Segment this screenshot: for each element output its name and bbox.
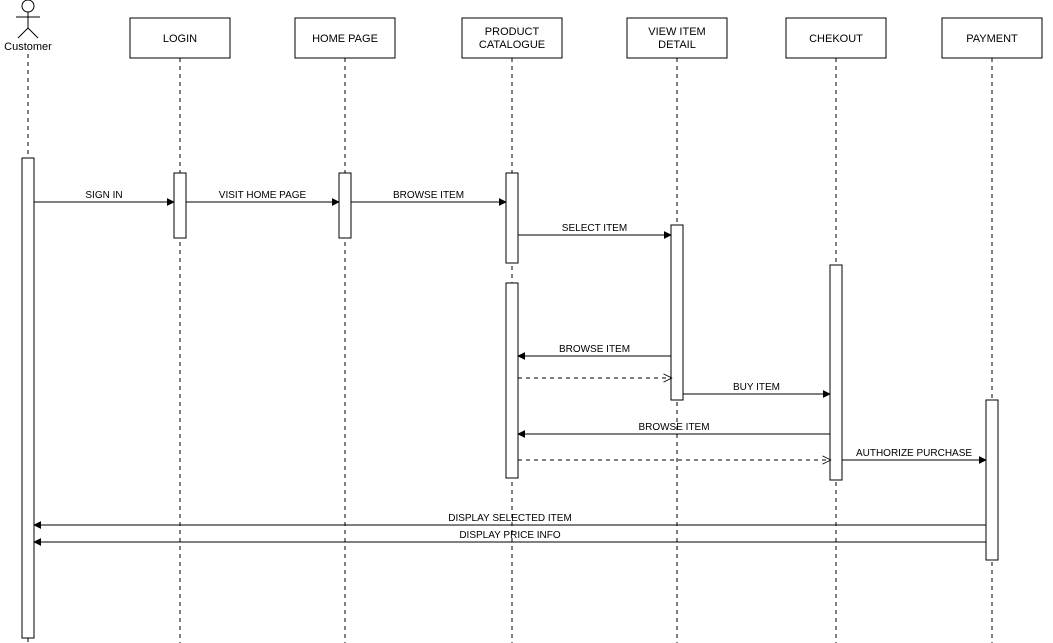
message-label: BROWSE ITEM [559,344,630,355]
activation-home [339,173,351,238]
activation-payment [986,400,998,560]
message-label: DISPLAY PRICE INFO [459,530,561,541]
lifeline-label: CATALOGUE [479,39,545,51]
lifeline-label: VIEW ITEM [648,26,705,38]
message: BROWSE ITEM [518,344,671,356]
message: SIGN IN [34,190,174,202]
message: BROWSE ITEM [518,422,830,434]
message-label: BROWSE ITEM [393,190,464,201]
activation-catalog [506,283,518,478]
lifeline-label: CHEKOUT [809,33,863,45]
lifeline-label: HOME PAGE [312,33,378,45]
lifeline-label: PAYMENT [966,33,1018,45]
activation-detail [671,225,683,400]
message: SELECT ITEM [518,223,671,235]
message: DISPLAY SELECTED ITEM [34,513,986,525]
message-label: VISIT HOME PAGE [219,190,307,201]
message-label: SIGN IN [85,190,122,201]
message: BUY ITEM [683,382,830,394]
message: AUTHORIZE PURCHASE [842,448,986,460]
message-label: BROWSE ITEM [638,422,709,433]
lifeline-home: HOME PAGE [295,18,395,643]
actor-label: Customer [4,41,52,53]
activation-actor [22,158,34,638]
lifeline-login: LOGIN [130,18,230,643]
message: DISPLAY PRICE INFO [34,530,986,542]
sequence-diagram: Customer LOGIN HOME PAGE PRODUCTCATALOGUE VI… [0,0,1053,643]
message-label: SELECT ITEM [562,223,627,234]
lifeline-label: DETAIL [658,39,696,51]
message-label: BUY ITEM [733,382,780,393]
lifeline-label: PRODUCT [485,26,540,38]
message-label: DISPLAY SELECTED ITEM [448,513,572,524]
message: BROWSE ITEM [351,190,506,202]
activation-catalog [506,173,518,263]
message-label: AUTHORIZE PURCHASE [856,448,972,459]
lifeline-label: LOGIN [163,33,197,45]
activation-login [174,173,186,238]
message: VISIT HOME PAGE [186,190,339,202]
activation-checkout [830,265,842,480]
